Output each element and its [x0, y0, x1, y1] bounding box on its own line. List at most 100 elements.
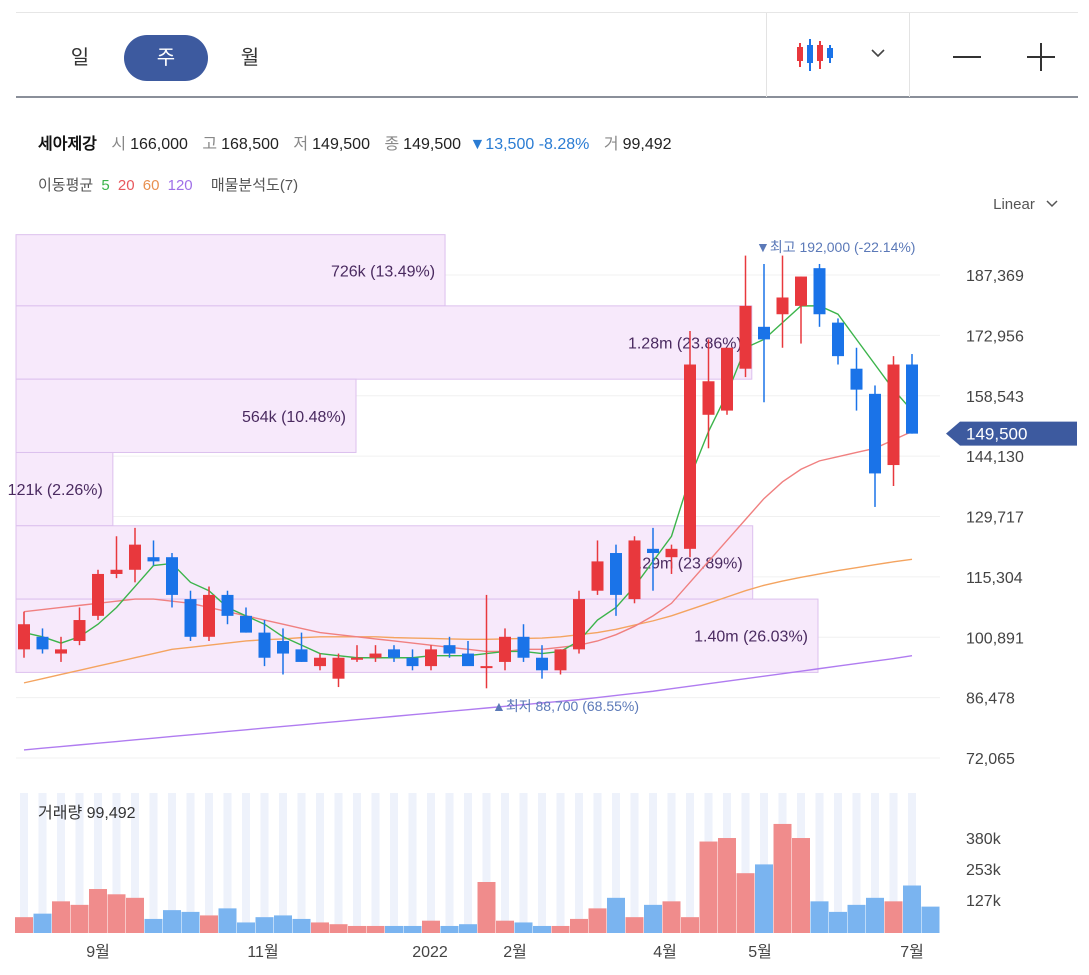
candle-body	[739, 305, 752, 369]
volume-bar	[755, 864, 773, 933]
candle-body	[795, 276, 807, 306]
candle-body	[758, 326, 770, 340]
x-tick-label: 11월	[247, 943, 278, 961]
indicator-legend: 이동평균 5 20 60 120 매물분석도(7)	[38, 174, 302, 195]
candle-body	[18, 624, 30, 650]
candle-body	[721, 347, 733, 411]
toolbar-divider	[909, 13, 910, 97]
candle-body	[36, 636, 49, 650]
candle-body	[647, 548, 659, 554]
ma5-legend: 5	[101, 177, 110, 194]
volume-profile-label: 1.28m (23.86%)	[628, 336, 742, 353]
volume-bar	[274, 915, 292, 933]
volume-bar	[810, 901, 829, 933]
candle-body	[628, 540, 641, 600]
change-value: ▼13,500 -8.28%	[469, 136, 590, 153]
candle-body	[665, 548, 678, 558]
candle-body	[869, 393, 881, 474]
open-value: 166,000	[130, 136, 188, 153]
volume-bar	[403, 925, 422, 933]
volume-profile-label: 1.29m (23.89%)	[629, 555, 743, 572]
volume-bar	[625, 917, 644, 933]
candle-body	[406, 657, 419, 667]
volume-bar	[884, 901, 903, 933]
chevron-down-icon	[1046, 200, 1058, 208]
volume-bar	[237, 922, 255, 933]
volume-bar	[496, 920, 514, 933]
scale-dropdown[interactable]: Linear	[993, 196, 1059, 213]
current-price-label: 149,500	[966, 425, 1027, 444]
volume-bar	[477, 881, 496, 933]
volume-bar	[551, 925, 570, 933]
volume-bar	[866, 897, 884, 933]
low-label: 저	[293, 136, 309, 153]
minus-icon[interactable]	[947, 37, 987, 77]
x-tick-label: 2월	[503, 943, 527, 961]
volume-bar	[699, 841, 718, 933]
high-value: 168,500	[221, 136, 279, 153]
candle-body	[166, 557, 178, 595]
candle-body	[147, 557, 160, 562]
y-tick-label: 144,130	[966, 449, 1024, 466]
scale-label: Linear	[993, 196, 1035, 213]
candle-body	[332, 657, 345, 679]
ma20-legend: 20	[117, 177, 135, 194]
candle-body	[462, 653, 474, 667]
volume-bar	[70, 904, 89, 933]
volume-profile-bar	[15, 305, 753, 380]
candle-body	[129, 544, 141, 570]
volume-bar	[570, 918, 588, 933]
volume-bar	[681, 917, 699, 933]
candle-body	[517, 636, 530, 658]
candle-body	[499, 636, 511, 662]
volume-bar	[644, 904, 662, 933]
candle-body	[887, 364, 900, 466]
tab-daily[interactable]: 일	[70, 47, 90, 69]
y-tick-label: 187,369	[966, 268, 1024, 285]
volume-bar	[107, 894, 126, 933]
candle-body	[536, 657, 548, 671]
ma-label[interactable]: 이동평균	[38, 177, 94, 194]
price-summary: 세아제강 시 166,000 고 168,500 저 149,500 종 149,500…	[38, 130, 672, 154]
volume-profile-label: 121k (2.26%)	[8, 482, 103, 499]
volume-profile-label: 726k (13.49%)	[331, 263, 435, 280]
candle-body	[92, 573, 104, 616]
y-tick-label: 86,478	[966, 691, 1015, 708]
volume-bar	[921, 906, 940, 933]
current-price-badge	[946, 421, 1077, 446]
volume-profile-bar	[15, 378, 357, 453]
volume-title: 거래량 99,492	[38, 804, 136, 822]
candlestick-icon[interactable]	[796, 37, 836, 75]
volume-bar	[533, 925, 551, 933]
chevron-down-icon[interactable]	[870, 47, 886, 59]
candle-body	[351, 657, 363, 660]
volume-bar	[181, 911, 200, 933]
volume-bar	[218, 908, 237, 933]
volume-bar	[33, 913, 52, 933]
volume-bar	[903, 885, 921, 933]
volume-bar	[773, 823, 792, 933]
high-note: ▼최고 192,000 (-22.14%)	[756, 239, 915, 255]
candle-body	[554, 649, 567, 671]
ma120-legend: 120	[167, 177, 193, 194]
tab-monthly[interactable]: 월	[240, 47, 260, 69]
candle-body	[813, 268, 826, 315]
volume-profile-bar	[15, 234, 446, 307]
volume-bar	[255, 917, 274, 933]
y-tick-label: 172,956	[966, 328, 1024, 345]
volume-bar	[15, 917, 33, 933]
volume-profile-bar	[15, 451, 114, 527]
y-tick-label: 158,543	[966, 389, 1024, 406]
volume-bar	[163, 910, 181, 933]
candle-body	[702, 381, 715, 415]
plus-icon[interactable]	[1021, 37, 1061, 77]
y-tick-label: 129,717	[966, 510, 1024, 527]
low-note: ▲최저 88,700 (68.55%)	[492, 698, 639, 714]
volume-profile-legend[interactable]: 매물분석도(7)	[210, 177, 299, 194]
candle-body	[591, 561, 604, 591]
volume-bar	[329, 924, 348, 933]
tab-weekly[interactable]: 주	[124, 35, 208, 81]
candle-body	[55, 649, 67, 654]
volume-bar	[126, 897, 144, 933]
